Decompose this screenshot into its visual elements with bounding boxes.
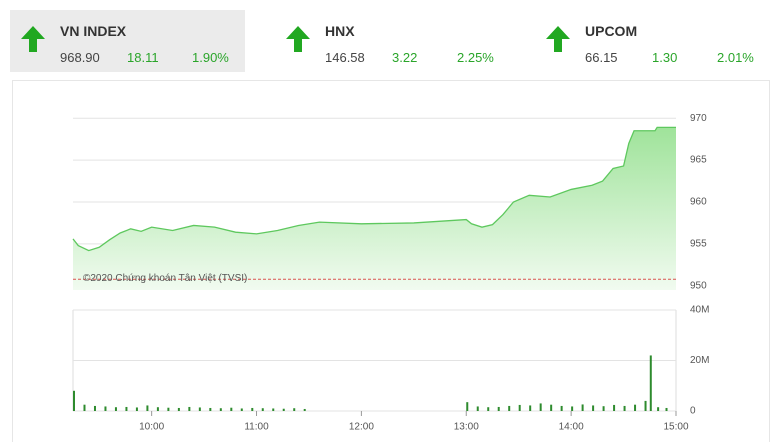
index-value: 968.90 <box>60 50 100 65</box>
volume-bar <box>303 408 306 411</box>
volume-bar <box>93 405 96 411</box>
volume-bar <box>508 405 511 411</box>
volume-bar <box>209 407 212 411</box>
y-tick-label: 0 <box>690 406 696 417</box>
volume-bar <box>251 407 254 411</box>
y-tick-label: 960 <box>690 197 707 208</box>
index-box[interactable]: VN INDEX 968.90 18.11 1.90% <box>10 10 245 72</box>
x-tick-label: 15:00 <box>663 422 688 433</box>
price-line <box>72 126 676 252</box>
index-name: UPCOM <box>585 23 638 39</box>
up-arrow <box>546 26 570 52</box>
volume-bar <box>83 404 86 411</box>
x-tick-label: 10:00 <box>139 422 164 433</box>
volume-bar <box>73 390 75 411</box>
volume-bar <box>665 407 668 411</box>
volume-bar <box>571 406 574 411</box>
volume-bar <box>487 407 490 411</box>
panel <box>12 80 770 442</box>
volume-bar <box>135 407 138 411</box>
volume-bar <box>198 407 201 411</box>
volume-bar <box>146 405 149 411</box>
volume-bar <box>177 407 180 411</box>
up-arrow <box>21 26 45 52</box>
volume-bar <box>156 407 159 411</box>
y-tick-label: 965 <box>690 155 707 166</box>
x-tick-label: 11:00 <box>244 422 269 433</box>
volume-bar <box>623 405 626 411</box>
index-percent: 2.01% <box>717 50 754 65</box>
volume-bar <box>476 406 479 411</box>
volume-bar <box>272 408 275 411</box>
volume-bar <box>539 403 542 411</box>
volume-bar <box>125 406 128 411</box>
index-percent: 1.90% <box>192 50 229 65</box>
volume-bar <box>104 406 107 411</box>
volume-bar <box>657 407 660 411</box>
volume-bar <box>613 404 616 411</box>
volume-bar <box>550 404 553 411</box>
volume-bar <box>240 408 243 411</box>
index-change: 1.30 <box>652 50 678 65</box>
y-tick-label: 955 <box>690 239 707 250</box>
volume-bar <box>497 406 500 411</box>
volume-bar <box>282 408 285 411</box>
volume-bar <box>581 404 584 411</box>
x-tick-label: 13:00 <box>454 422 479 433</box>
volume-bar <box>167 407 170 411</box>
volume-bar <box>466 402 469 411</box>
volume-bar <box>649 355 652 411</box>
index-box[interactable]: UPCOM 66.15 1.30 2.01% <box>535 10 770 72</box>
index-percent: 2.25% <box>457 50 494 65</box>
volume-bar <box>188 406 191 411</box>
volume-bar <box>293 408 296 411</box>
volume-bar <box>634 404 637 411</box>
y-tick-label: 950 <box>690 280 707 291</box>
volume-bar <box>114 407 117 411</box>
watermark: ©2020 Chứng khoán Tân Việt (TVSI) <box>83 273 247 284</box>
x-tick-label: 12:00 <box>349 422 374 433</box>
up-arrow <box>286 26 310 52</box>
index-value: 66.15 <box>585 50 618 65</box>
index-value: 146.58 <box>325 50 365 65</box>
volume-bar <box>518 404 521 411</box>
index-name: VN INDEX <box>60 23 127 39</box>
index-box[interactable]: HNX 146.58 3.22 2.25% <box>275 10 510 72</box>
x-tick-label: 14:00 <box>559 422 584 433</box>
index-change: 18.11 <box>127 50 159 65</box>
volume-bar <box>560 405 563 411</box>
y-tick-label: 20M <box>690 355 709 366</box>
index-change: 3.22 <box>392 50 418 65</box>
y-tick-label: 40M <box>690 305 709 316</box>
volume-bar <box>592 405 595 411</box>
volume-bar <box>230 407 233 411</box>
area-fill <box>73 127 676 291</box>
volume-bar <box>644 400 647 411</box>
volume-bar <box>261 408 264 411</box>
volume-bar <box>219 408 222 411</box>
volume-bar <box>529 405 532 411</box>
volume-bar <box>602 406 605 411</box>
y-tick-label: 970 <box>690 113 707 124</box>
index-name: HNX <box>325 23 355 39</box>
